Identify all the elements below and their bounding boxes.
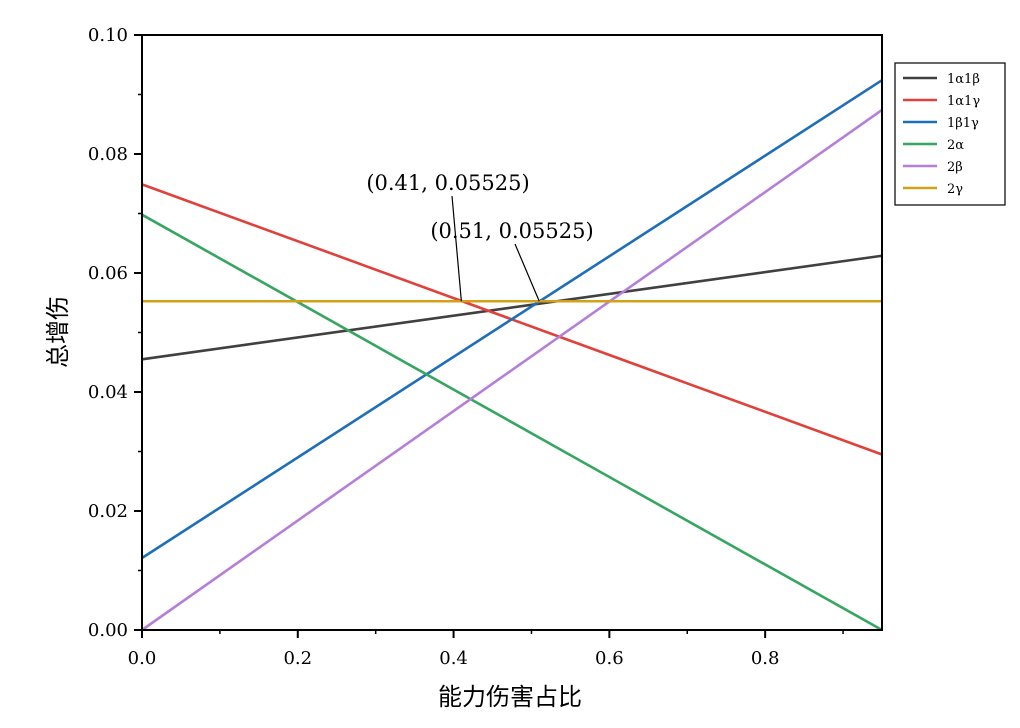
- annotations: (0.41, 0.05525) (0.51, 0.05525): [366, 171, 594, 302]
- plot-area: [141, 79, 883, 632]
- series-line-4: [141, 213, 883, 632]
- series-line-5: [141, 108, 883, 632]
- legend-label: 2β: [947, 160, 963, 175]
- legend-box: [894, 62, 1006, 206]
- series-line-1: [141, 254, 883, 361]
- legend: 1α1β 1α1γ 1β1γ 2α 2β 2γ: [894, 62, 1006, 206]
- x-axis-title: 能力伤害占比: [438, 683, 582, 711]
- y-tick-label: 0.02: [88, 501, 128, 522]
- y-axis-title: 总增伤: [44, 296, 72, 368]
- legend-label: 1α1γ: [947, 94, 980, 109]
- annotation-label: (0.51, 0.05525): [430, 219, 593, 243]
- legend-label: 1β1γ: [947, 116, 979, 131]
- legend-label: 2γ: [947, 182, 963, 197]
- annotation-leader-line: [451, 195, 462, 302]
- x-tick-label: 0.4: [439, 648, 468, 669]
- legend-label: 2α: [947, 138, 964, 153]
- y-tick-label: 0.08: [88, 144, 128, 165]
- x-tick-label: 0.2: [283, 648, 312, 669]
- y-tick-label: 0.00: [88, 620, 128, 641]
- y-tick-label: 0.10: [88, 25, 128, 46]
- x-tick-label: 0.0: [128, 648, 157, 669]
- x-tick-label: 0.6: [595, 648, 624, 669]
- legend-label: 1α1β: [947, 72, 980, 87]
- series-line-3: [141, 79, 883, 560]
- annotation-label: (0.41, 0.05525): [366, 171, 529, 195]
- axes: 0.0 0.2 0.4 0.6 0.8 0.00 0.02 0.04 0.06 0.08 0.10: [88, 25, 883, 669]
- annotation-leader-line: [514, 243, 540, 302]
- y-tick-label: 0.04: [88, 382, 128, 403]
- x-tick-label: 0.8: [751, 648, 780, 669]
- y-tick-label: 0.06: [88, 263, 128, 284]
